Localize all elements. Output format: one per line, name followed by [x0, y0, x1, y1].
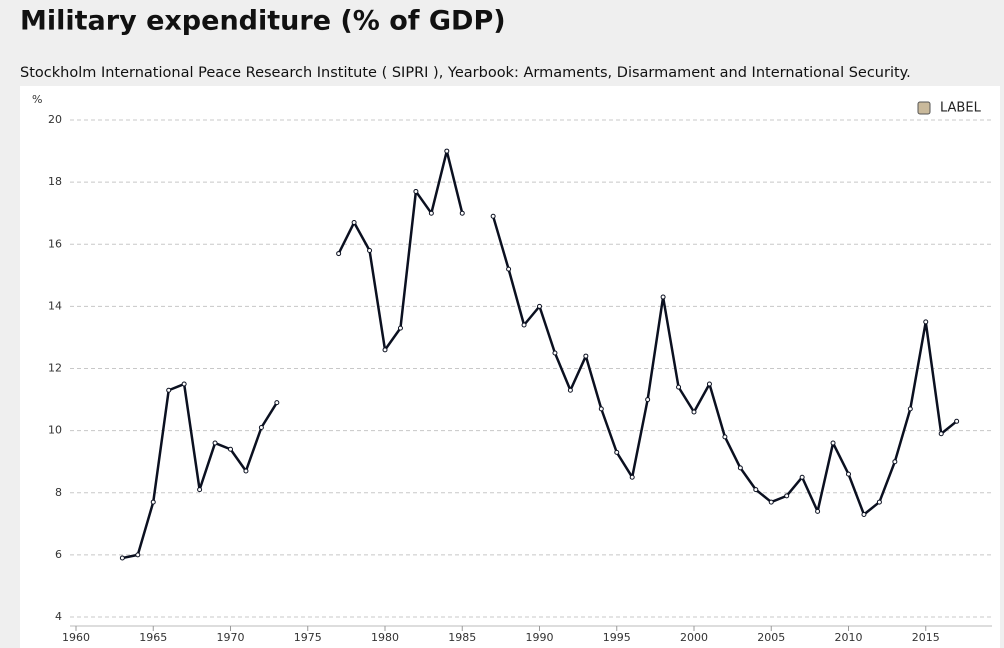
x-tick-label: 2005 [757, 631, 785, 644]
y-tick-label: 6 [55, 548, 62, 561]
data-point [954, 418, 960, 424]
data-point [645, 397, 651, 403]
data-point [784, 493, 790, 499]
data-point [830, 440, 836, 446]
data-point [846, 471, 851, 477]
x-tick-label: 2000 [680, 631, 708, 644]
x-tick-label: 1995 [603, 631, 631, 644]
data-point [444, 148, 450, 154]
data-point [753, 487, 759, 493]
data-point [815, 508, 821, 514]
data-point [676, 384, 682, 390]
data-point [382, 347, 388, 353]
data-point [397, 325, 403, 331]
legend-label: LABEL [940, 101, 982, 116]
data-point [629, 474, 635, 480]
data-point [876, 499, 882, 505]
data-point [274, 400, 280, 406]
data-point [938, 431, 944, 437]
data-point [552, 350, 558, 356]
y-tick-label: 16 [48, 237, 62, 250]
data-point [367, 247, 373, 253]
y-tick-label: 4 [55, 610, 62, 623]
x-tick-label: 1975 [294, 631, 322, 644]
data-point [181, 381, 187, 387]
data-point [258, 425, 264, 431]
data-point [583, 353, 589, 359]
data-point [861, 511, 867, 517]
x-tick-label: 1970 [217, 631, 245, 644]
chart-area [20, 86, 1000, 648]
y-tick-label: 14 [48, 299, 62, 312]
data-point [691, 409, 697, 415]
y-tick-label: 20 [48, 113, 62, 126]
data-point [506, 266, 512, 272]
data-point [768, 499, 774, 505]
data-point [598, 406, 604, 412]
data-point [150, 499, 156, 505]
data-point [892, 459, 898, 465]
chart-title: Military expenditure (% of GDP) [20, 6, 506, 37]
x-tick-label: 1980 [371, 631, 399, 644]
x-tick-label: 2015 [912, 631, 940, 644]
data-point [537, 303, 542, 309]
data-point [923, 319, 929, 325]
data-point [737, 465, 743, 471]
data-point [660, 294, 666, 300]
data-point [119, 555, 125, 561]
data-point [567, 387, 573, 393]
data-point [722, 434, 728, 440]
data-point [336, 251, 342, 257]
data-point [490, 213, 496, 219]
data-point [614, 449, 620, 455]
y-axis-label: % [32, 93, 42, 106]
data-point [197, 487, 203, 493]
x-tick-label: 1990 [526, 631, 554, 644]
y-tick-label: 8 [55, 486, 62, 499]
data-point [706, 381, 712, 387]
data-point [413, 188, 419, 194]
data-point [459, 210, 465, 216]
data-point [351, 220, 357, 226]
x-tick-label: 1985 [448, 631, 476, 644]
data-point [243, 468, 249, 474]
x-tick-label: 2010 [835, 631, 863, 644]
y-tick-label: 12 [48, 362, 62, 375]
chart-subtitle: Stockholm International Peace Research I… [20, 65, 911, 81]
x-tick-label: 1960 [62, 631, 90, 644]
data-point [907, 406, 913, 412]
data-point [428, 210, 434, 216]
data-point [166, 387, 172, 393]
y-tick-label: 10 [48, 424, 62, 437]
legend-swatch [917, 101, 931, 115]
x-tick-label: 1965 [139, 631, 167, 644]
data-point [228, 446, 233, 452]
data-point [521, 322, 527, 328]
data-point [135, 552, 141, 558]
y-tick-label: 18 [48, 175, 62, 188]
data-point [799, 474, 805, 480]
data-point [212, 440, 218, 446]
